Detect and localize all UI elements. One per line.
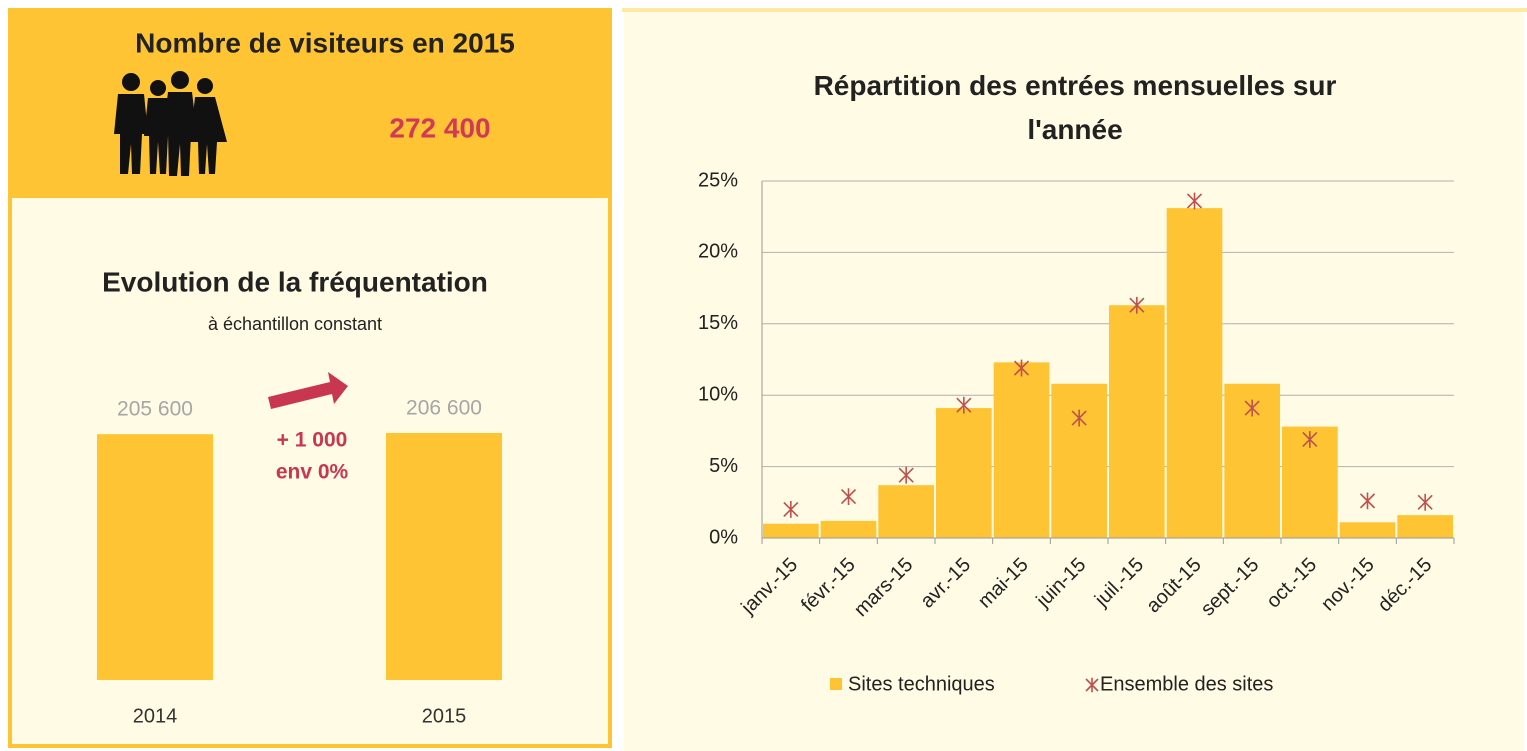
legend-swatch: [830, 678, 842, 690]
bar: [386, 433, 502, 680]
y-tick-label: 15%: [698, 312, 738, 334]
marker: [1071, 409, 1087, 427]
legend-marker: [1085, 677, 1099, 693]
bar: [936, 408, 992, 538]
legend-label: Ensemble des sites: [1100, 673, 1273, 695]
marker: [840, 488, 857, 505]
chart-title: Evolution de la fréquentation: [102, 266, 488, 297]
value-label: 205 600: [117, 398, 193, 421]
marker: [1302, 431, 1318, 448]
annotation: + 1 000: [277, 429, 348, 452]
right-border: [622, 8, 1527, 12]
people-icon: [114, 71, 227, 176]
bar: [820, 520, 877, 538]
arrow-icon: [268, 372, 348, 409]
x-tick-label: 2015: [422, 705, 467, 727]
y-tick-label: 25%: [698, 169, 738, 191]
bar: [878, 485, 934, 538]
marker: [1359, 492, 1376, 510]
bar: [1339, 522, 1396, 538]
marker: [1186, 192, 1203, 210]
chart-title: Répartition des entrées mensuelles sur l…: [813, 70, 1337, 145]
marker: [1244, 399, 1260, 417]
marker: [1417, 493, 1433, 511]
marker: [783, 501, 799, 518]
value-label: 206 600: [406, 397, 482, 420]
y-tick-label: 20%: [698, 241, 738, 263]
y-tick-label: 0%: [709, 526, 738, 548]
bar: [97, 434, 213, 680]
header-title: Nombre de visiteurs en 2015: [135, 27, 515, 58]
header-band: [8, 8, 612, 198]
legend-label: Sites techniques: [848, 673, 995, 695]
x-tick-label: 2014: [133, 705, 178, 727]
bar: [1166, 208, 1223, 538]
right-panel: [624, 10, 1524, 751]
bar: [1051, 383, 1107, 538]
y-tick-label: 5%: [709, 455, 738, 477]
marker: [1129, 296, 1145, 314]
bar: [993, 362, 1050, 538]
marker: [898, 466, 914, 484]
bar: [763, 523, 819, 538]
y-tick-label: 10%: [698, 383, 738, 405]
annotation: env 0%: [276, 461, 349, 484]
marker: [956, 396, 972, 414]
chart-subtitle: à échantillon constant: [208, 314, 382, 334]
visitors: 272 400: [389, 112, 490, 143]
bar: [1109, 305, 1165, 538]
bar: [1397, 515, 1453, 538]
marker: [1013, 359, 1030, 377]
